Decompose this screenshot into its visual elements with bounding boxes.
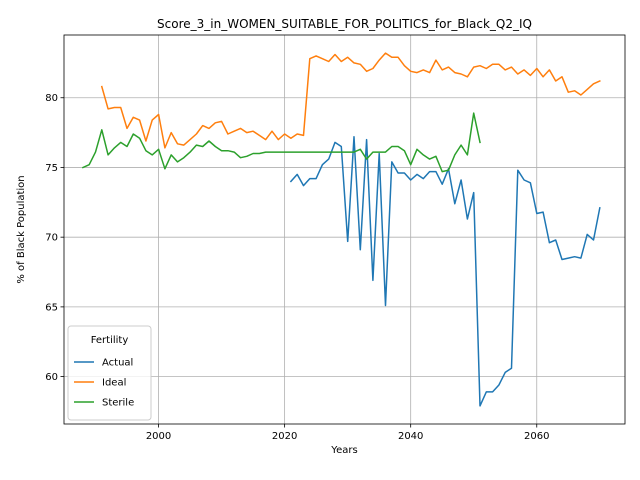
grid-lines: [64, 35, 625, 424]
chart-title: Score_3_in_WOMEN_SUITABLE_FOR_POLITICS_f…: [157, 17, 532, 31]
x-tick-label: 2040: [398, 431, 423, 442]
y-tick-label: 80: [45, 93, 58, 104]
legend-label-ideal: Ideal: [102, 378, 126, 389]
legend: Fertility Actual Ideal Sterile: [67, 325, 152, 421]
legend-label-sterile: Sterile: [102, 398, 134, 409]
y-tick-label: 75: [45, 163, 58, 174]
plot-frame: [63, 34, 626, 425]
y-axis-ticks: 60 65 70 75 80: [45, 93, 64, 383]
plot-area: [64, 35, 625, 424]
legend-title: Fertility: [91, 335, 129, 346]
x-tick-label: 2000: [146, 431, 171, 442]
series-layer: [81, 52, 601, 407]
y-tick-label: 60: [45, 372, 58, 383]
y-tick-label: 65: [45, 302, 58, 313]
series-line-ideal: [100, 52, 601, 149]
x-axis-label: Years: [330, 445, 357, 456]
x-tick-label: 2060: [524, 431, 549, 442]
x-axis-ticks: 2000 2020 2040 2060: [146, 424, 549, 442]
legend-label-actual: Actual: [102, 358, 133, 369]
series-line-sterile: [81, 112, 481, 173]
series-line-actual: [289, 136, 601, 407]
legend-box: [67, 325, 152, 421]
x-tick-label: 2020: [272, 431, 297, 442]
y-tick-label: 70: [45, 233, 58, 244]
y-axis-label: % of Black Population: [16, 175, 27, 283]
